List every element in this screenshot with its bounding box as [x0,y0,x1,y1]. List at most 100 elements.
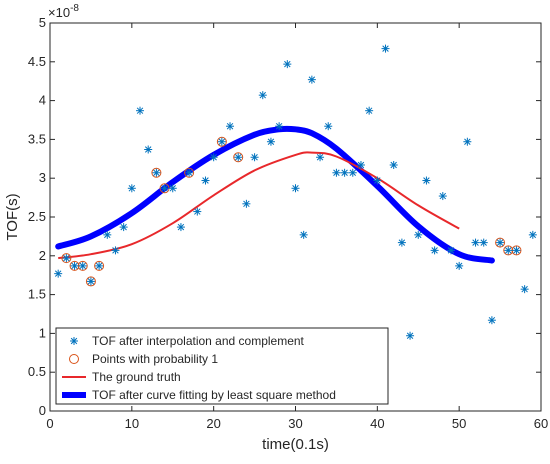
data-point [193,207,202,216]
data-point [258,91,267,100]
y-tick-label: 0 [39,403,46,418]
data-point [430,246,439,255]
probability-point [94,260,105,271]
probability-point [233,152,244,163]
y-exponent-base: ×10 [48,5,70,20]
data-point [356,161,365,170]
x-tick-label: 0 [46,416,53,431]
plot-marks [54,44,537,340]
data-point [209,153,218,162]
data-point [414,230,423,239]
data-point [365,106,374,115]
y-tick-label: 1.5 [28,287,46,302]
data-point [512,246,521,255]
x-tick-label: 30 [288,416,302,431]
legend-entry-label: TOF after interpolation and complement [92,334,305,348]
data-point [422,176,431,185]
data-point [86,277,95,286]
legend-swatch-asterisk [70,337,78,345]
x-tick-label: 10 [125,416,139,431]
data-point [185,168,194,177]
data-point [504,246,513,255]
data-point [176,223,185,232]
data-point [316,153,325,162]
y-tick-label: 2 [39,248,46,263]
y-tick-label: 3.5 [28,131,46,146]
data-point [291,184,300,193]
data-point [479,238,488,247]
data-point [381,44,390,53]
data-point [406,331,415,340]
data-point [471,238,480,247]
data-point [397,238,406,247]
data-point [487,316,496,325]
y-tick-label: 2.5 [28,209,46,224]
data-point [463,137,472,146]
data-point [111,246,120,255]
data-point [528,230,537,239]
legend-entry-label: Points with probability 1 [92,352,218,366]
data-point [348,168,357,177]
data-point [70,261,79,270]
x-tick-label: 50 [452,416,466,431]
legend-swatch-circle [69,354,79,364]
data-point [103,230,112,239]
data-point [119,223,128,232]
data-point [201,176,210,185]
data-point [283,60,292,69]
y-tick-label: 4 [39,93,46,108]
data-point [250,153,259,162]
y-tick-label: 0.5 [28,364,46,379]
x-tick-label: 60 [534,416,548,431]
legend-entry-label: The ground truth [92,370,181,384]
y-tick-label: 3 [39,170,46,185]
y-tick-label: 5 [39,15,46,30]
legend-box [55,327,389,405]
probability-point [151,167,162,178]
data-point [217,137,226,146]
data-point [54,269,63,278]
data-point [234,153,243,162]
fit-curve-line [55,125,495,264]
data-point [168,184,177,193]
data-point [455,261,464,270]
x-axis: 0 10 20 30 40 50 60 [46,23,548,431]
data-point [520,285,529,294]
data-point [152,168,161,177]
data-point [299,230,308,239]
probability-point [85,276,96,287]
data-point [373,176,382,185]
y-exponent-power: -8 [70,3,79,14]
data-point [446,246,455,255]
data-point [307,75,316,84]
data-point [389,161,398,170]
data-point [95,261,104,270]
data-point [340,168,349,177]
y-tick-label: 4.5 [28,54,46,69]
legend-entry-label: TOF after curve fitting by least square … [92,388,336,402]
probability-point [495,237,506,248]
y-exponent-label: ×10-8 [48,3,79,20]
probability-point [61,253,72,264]
x-axis-label: time(0.1s) [262,436,329,453]
data-point [136,106,145,115]
data-point [242,199,251,208]
probability-point [216,136,227,147]
data-point [324,122,333,131]
y-axis-label: TOF(s) [4,193,21,240]
x-tick-label: 20 [206,416,220,431]
data-point [275,122,284,131]
y-axis: 0 0.5 1 1.5 2 2.5 3 3.5 4 4.5 5 [28,15,541,418]
data-point [144,145,153,154]
data-point [266,137,275,146]
data-point [496,238,505,247]
data-point [438,192,447,201]
data-point [226,122,235,131]
data-point [160,184,169,193]
legend: TOF after interpolation and complement Po… [55,327,389,405]
x-tick-label: 40 [370,416,384,431]
data-point [332,168,341,177]
data-point [127,184,136,193]
